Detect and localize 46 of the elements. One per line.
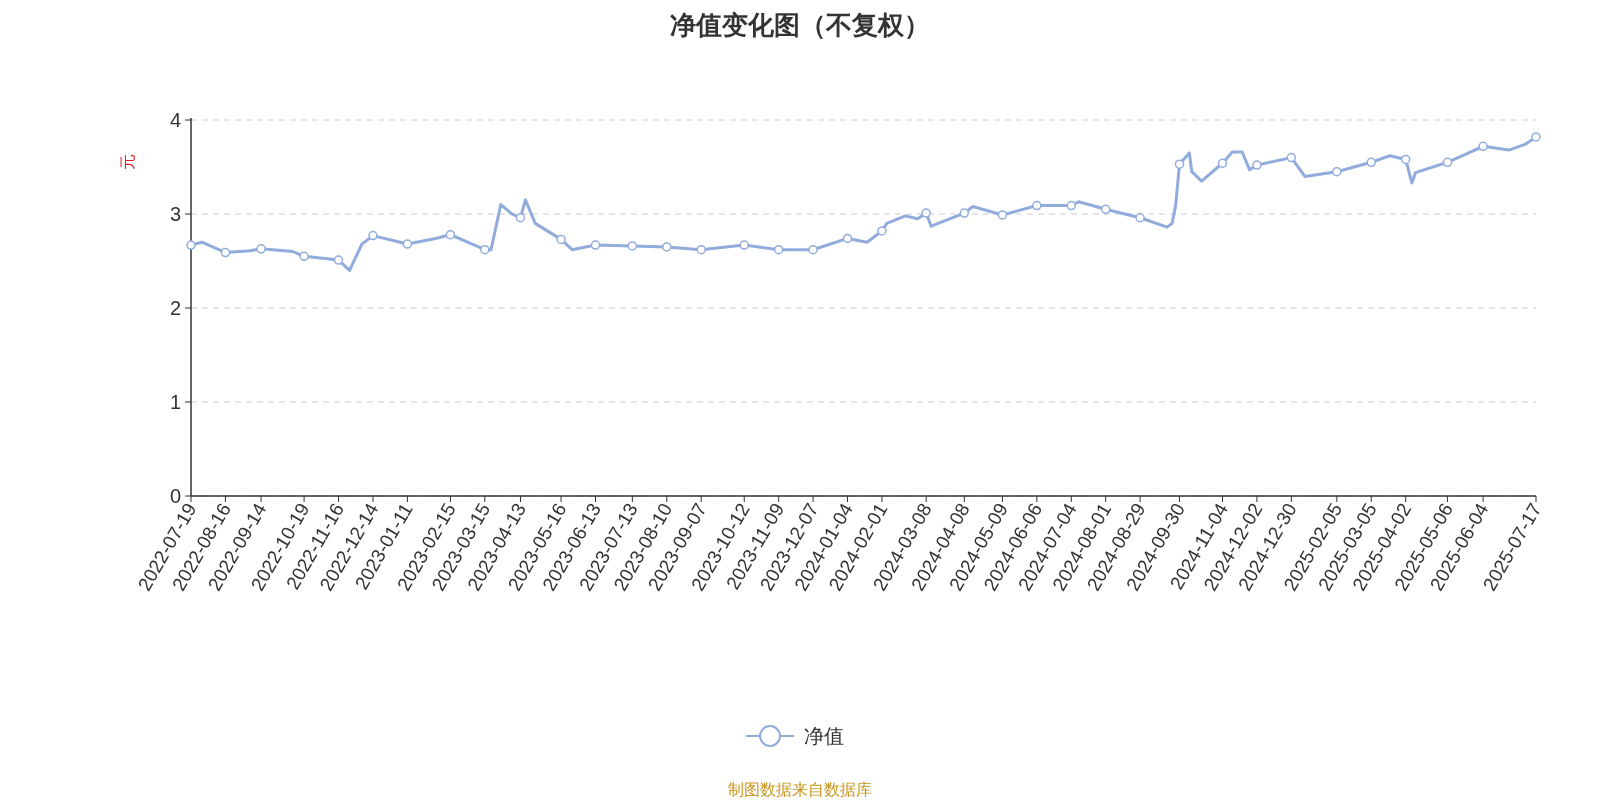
point bbox=[739, 240, 749, 250]
point bbox=[515, 213, 526, 223]
point bbox=[480, 244, 490, 255]
y-axis-title: 元 bbox=[119, 154, 136, 170]
point bbox=[1032, 200, 1042, 211]
point bbox=[1066, 200, 1077, 211]
y-tick-label: 2 bbox=[169, 297, 181, 319]
chart-title: 净值变化图（不复权） bbox=[670, 10, 930, 40]
point bbox=[556, 234, 566, 245]
point bbox=[1366, 157, 1377, 168]
point bbox=[256, 244, 266, 254]
legend-label: 净值 bbox=[804, 725, 844, 747]
y-tick-label: 1 bbox=[169, 391, 181, 413]
point bbox=[220, 247, 231, 258]
point bbox=[1174, 159, 1185, 169]
point bbox=[333, 255, 344, 265]
point bbox=[959, 208, 970, 218]
text: 制图数据来自数据库 bbox=[728, 781, 872, 798]
point bbox=[402, 239, 413, 249]
point bbox=[445, 229, 456, 240]
point bbox=[368, 230, 378, 241]
point bbox=[590, 240, 601, 250]
point bbox=[1531, 132, 1541, 142]
point bbox=[299, 251, 309, 262]
point bbox=[1135, 213, 1145, 223]
point bbox=[921, 208, 931, 218]
point bbox=[662, 242, 672, 252]
y-tick-label: 3 bbox=[169, 203, 181, 225]
point bbox=[842, 233, 853, 244]
y-tick-label: 4 bbox=[169, 109, 181, 131]
point bbox=[997, 210, 1008, 220]
point bbox=[1100, 204, 1111, 215]
point bbox=[1478, 141, 1488, 152]
point bbox=[696, 244, 706, 255]
point bbox=[1332, 166, 1342, 177]
point bbox=[1252, 160, 1262, 170]
point bbox=[773, 244, 784, 255]
point bbox=[627, 241, 638, 251]
point bbox=[877, 226, 887, 236]
point bbox=[808, 244, 818, 255]
point bbox=[186, 240, 196, 250]
point bbox=[1217, 158, 1228, 168]
point bbox=[1400, 154, 1411, 165]
point bbox=[1442, 157, 1453, 168]
y-tick-label: 0 bbox=[169, 485, 181, 507]
point bbox=[1286, 152, 1297, 163]
